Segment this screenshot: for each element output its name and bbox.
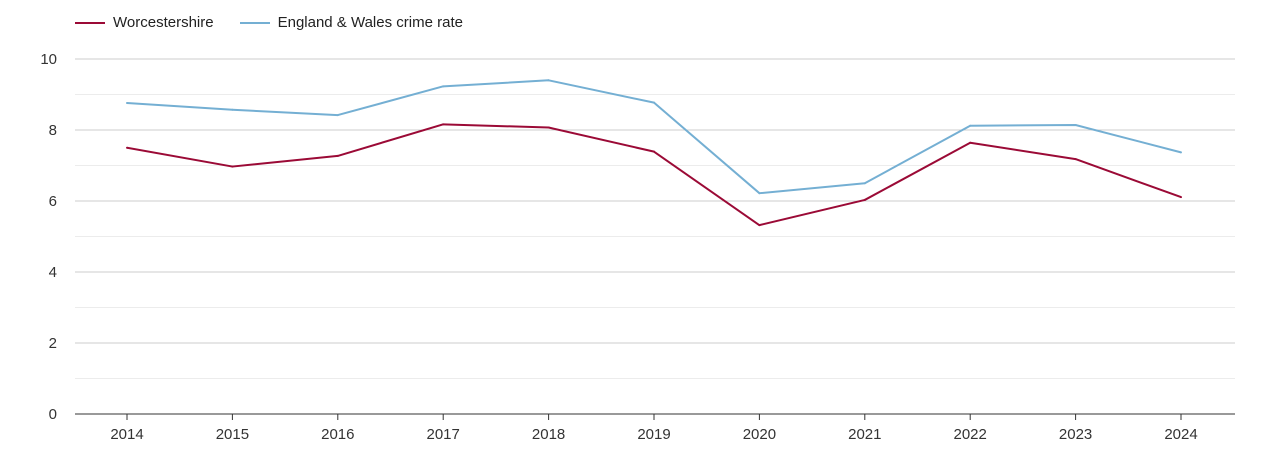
legend-item-worcestershire[interactable]: Worcestershire	[75, 14, 214, 31]
x-tick-label: 2017	[427, 426, 460, 443]
y-tick-label: 2	[49, 335, 57, 352]
legend-item-england-wales[interactable]: England & Wales crime rate	[239, 14, 463, 31]
data-point	[863, 182, 866, 185]
data-point	[126, 146, 128, 149]
y-tick-label: 0	[49, 406, 57, 423]
y-tick-label: 4	[49, 264, 57, 281]
data-point	[969, 124, 972, 127]
data-point	[231, 108, 234, 111]
data-point	[969, 141, 972, 144]
legend-label-worcestershire: Worcestershire	[113, 14, 214, 31]
y-tick-label: 8	[49, 122, 57, 139]
x-tick-label: 2016	[321, 426, 354, 443]
data-point	[126, 102, 128, 105]
x-tick-label: 2015	[216, 426, 249, 443]
data-point	[442, 85, 445, 88]
data-point	[1180, 196, 1182, 199]
legend-swatch-worcestershire	[75, 21, 105, 24]
data-point	[863, 198, 866, 201]
series-line-worcestershire	[126, 123, 1182, 227]
data-point	[547, 79, 550, 82]
data-point	[336, 154, 339, 157]
data-point	[231, 165, 234, 168]
x-tick-label: 2014	[110, 426, 143, 443]
x-tick-label: 2018	[532, 426, 565, 443]
data-point	[758, 192, 761, 195]
data-point	[1180, 151, 1182, 154]
y-tick-label: 6	[49, 193, 57, 210]
data-point	[336, 114, 339, 117]
legend: Worcestershire England & Wales crime rat…	[75, 14, 463, 31]
data-point	[653, 150, 655, 153]
x-tick-label: 2020	[743, 426, 776, 443]
data-point	[758, 224, 761, 227]
data-point	[653, 101, 655, 104]
data-point	[1074, 124, 1077, 127]
x-tick-label: 2023	[1059, 426, 1092, 443]
x-tick-label: 2022	[954, 426, 987, 443]
data-point	[1074, 158, 1077, 161]
legend-label-england-wales: England & Wales crime rate	[277, 14, 463, 31]
data-point	[442, 123, 445, 126]
legend-swatch-england-wales	[239, 21, 270, 24]
series-line-england-wales	[126, 79, 1182, 195]
x-tick-label: 2019	[637, 426, 670, 443]
y-tick-label: 10	[40, 51, 57, 68]
data-point	[547, 126, 550, 129]
x-tick-label: 2021	[848, 426, 881, 443]
x-tick-label: 2024	[1164, 426, 1197, 443]
